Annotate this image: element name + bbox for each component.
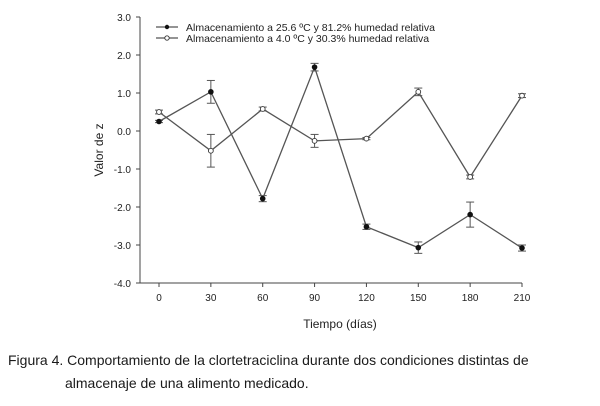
data-point bbox=[208, 147, 214, 154]
data-point bbox=[467, 174, 473, 180]
x-tick-label: 150 bbox=[410, 293, 427, 304]
x-tick-label: 180 bbox=[462, 293, 479, 304]
x-tick-label: 60 bbox=[257, 293, 269, 304]
series-line bbox=[158, 90, 523, 179]
y-axis-label: Valor de z bbox=[92, 123, 106, 176]
legend-marker-open bbox=[164, 35, 170, 41]
legend: Almacenamiento a 25.6 ºC y 81.2% humedad… bbox=[156, 22, 435, 45]
y-tick-label: -1.0 bbox=[114, 165, 132, 176]
x-tick-label: 30 bbox=[205, 293, 217, 304]
axes: 3.0 2.0 1.0 0.0 -1.0 -2.0 -3.0 -4.0 0 30 60 90 120 15… bbox=[114, 13, 531, 304]
legend-item: Almacenamiento a 25.6 ºC y 81.2% humedad… bbox=[156, 22, 435, 34]
legend-label: Almacenamiento a 4.0 ºC y 30.3% humedad … bbox=[186, 33, 429, 45]
y-tick-label: 3.0 bbox=[117, 13, 131, 24]
data-point bbox=[208, 89, 214, 95]
data-point bbox=[156, 109, 162, 115]
y-tick-label: 1.0 bbox=[117, 89, 131, 100]
legend-marker-filled bbox=[164, 24, 170, 30]
x-tick-label: 210 bbox=[514, 293, 531, 304]
data-point bbox=[467, 211, 473, 218]
y-tick-label: -4.0 bbox=[114, 279, 132, 290]
series-2 bbox=[155, 87, 526, 180]
figure-caption-line-1: Figura 4. Comportamiento de la clortetra… bbox=[8, 352, 529, 368]
x-axis-label: Tiempo (días) bbox=[303, 317, 377, 331]
data-point bbox=[311, 64, 318, 70]
data-point bbox=[415, 244, 422, 251]
x-tick-label: 0 bbox=[156, 293, 162, 304]
series-line bbox=[158, 65, 523, 249]
x-tick-label: 120 bbox=[358, 293, 375, 304]
data-point bbox=[156, 118, 162, 125]
chart: 3.0 2.0 1.0 0.0 -1.0 -2.0 -3.0 -4.0 0 30 60 90 120 15… bbox=[92, 13, 531, 331]
y-tick-label: 0.0 bbox=[117, 127, 131, 138]
data-point bbox=[363, 223, 370, 230]
legend-item: Almacenamiento a 4.0 ºC y 30.3% humedad … bbox=[156, 33, 429, 45]
data-point bbox=[311, 138, 318, 144]
series-layer bbox=[155, 62, 526, 254]
data-point bbox=[415, 89, 422, 95]
data-point bbox=[259, 195, 266, 202]
series-1 bbox=[155, 62, 526, 254]
data-point bbox=[363, 135, 370, 142]
y-tick-label: -2.0 bbox=[114, 203, 132, 214]
x-tick-label: 90 bbox=[309, 293, 321, 304]
data-point bbox=[519, 245, 525, 251]
data-point bbox=[519, 92, 525, 99]
y-tick-label: 2.0 bbox=[117, 51, 131, 62]
data-point bbox=[259, 106, 266, 112]
figure-caption-line-2: almacenaje de una alimento medicado. bbox=[65, 375, 309, 391]
legend-label: Almacenamiento a 25.6 ºC y 81.2% humedad… bbox=[186, 22, 435, 34]
y-tick-label: -3.0 bbox=[114, 241, 132, 252]
